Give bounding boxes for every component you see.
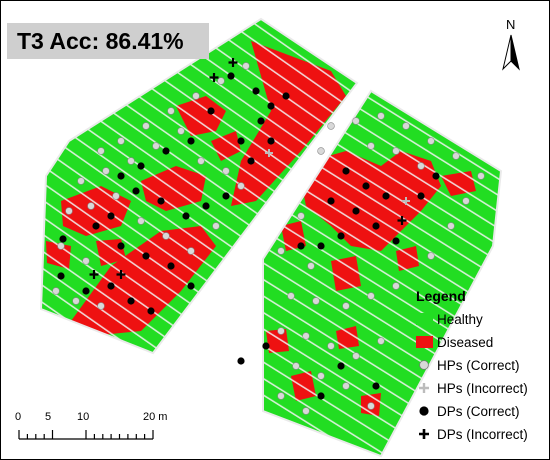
legend-label: Healthy <box>437 311 483 327</box>
north-arrow-icon <box>502 34 520 71</box>
scale-bar-ruler <box>18 430 154 440</box>
light-cross-icon <box>414 380 434 396</box>
diseased-swatch-icon <box>414 334 434 350</box>
north-label: N <box>506 17 516 32</box>
hp-markers <box>52 62 485 415</box>
legend-item-healthy: Healthy <box>414 309 549 329</box>
dark-circle-icon <box>414 403 434 419</box>
legend-label: DPs (Incorrect) <box>437 426 528 442</box>
dp-incorrect-markers <box>89 58 407 279</box>
map-title: T3 Acc: 86.41% <box>17 28 184 54</box>
hp-incorrect-markers <box>265 149 410 205</box>
dp-markers <box>57 72 440 400</box>
north-arrow: N <box>500 17 530 71</box>
legend-item-hps-correct: HPs (Correct) <box>414 355 549 375</box>
scale-tick-10: 10 <box>77 411 90 423</box>
title-box: T3 Acc: 86.41% <box>7 23 209 59</box>
legend-item-dps-incorrect: DPs (Incorrect) <box>414 424 549 444</box>
legend-item-diseased: Diseased <box>414 332 549 352</box>
healthy-swatch-icon <box>414 311 434 327</box>
legend-item-hps-incorrect: HPs (Incorrect) <box>414 378 549 398</box>
legend-label: HPs (Correct) <box>437 357 520 373</box>
scale-tick-20: 20 m <box>143 411 168 423</box>
legend-item-dps-correct: DPs (Correct) <box>414 401 549 421</box>
scale-tick-5: 5 <box>45 411 52 423</box>
legend: Legend Healthy Diseased HPs (Correct) HP… <box>414 288 549 447</box>
legend-label: Diseased <box>437 334 494 350</box>
dark-cross-icon <box>414 426 434 442</box>
scale-tick-0: 0 <box>15 411 22 423</box>
legend-title: Legend <box>416 288 466 304</box>
legend-label: DPs (Correct) <box>437 403 520 419</box>
scale-bar: 0 5 10 20 m <box>15 411 215 451</box>
light-circle-icon <box>414 357 434 373</box>
legend-label: HPs (Incorrect) <box>437 380 528 396</box>
